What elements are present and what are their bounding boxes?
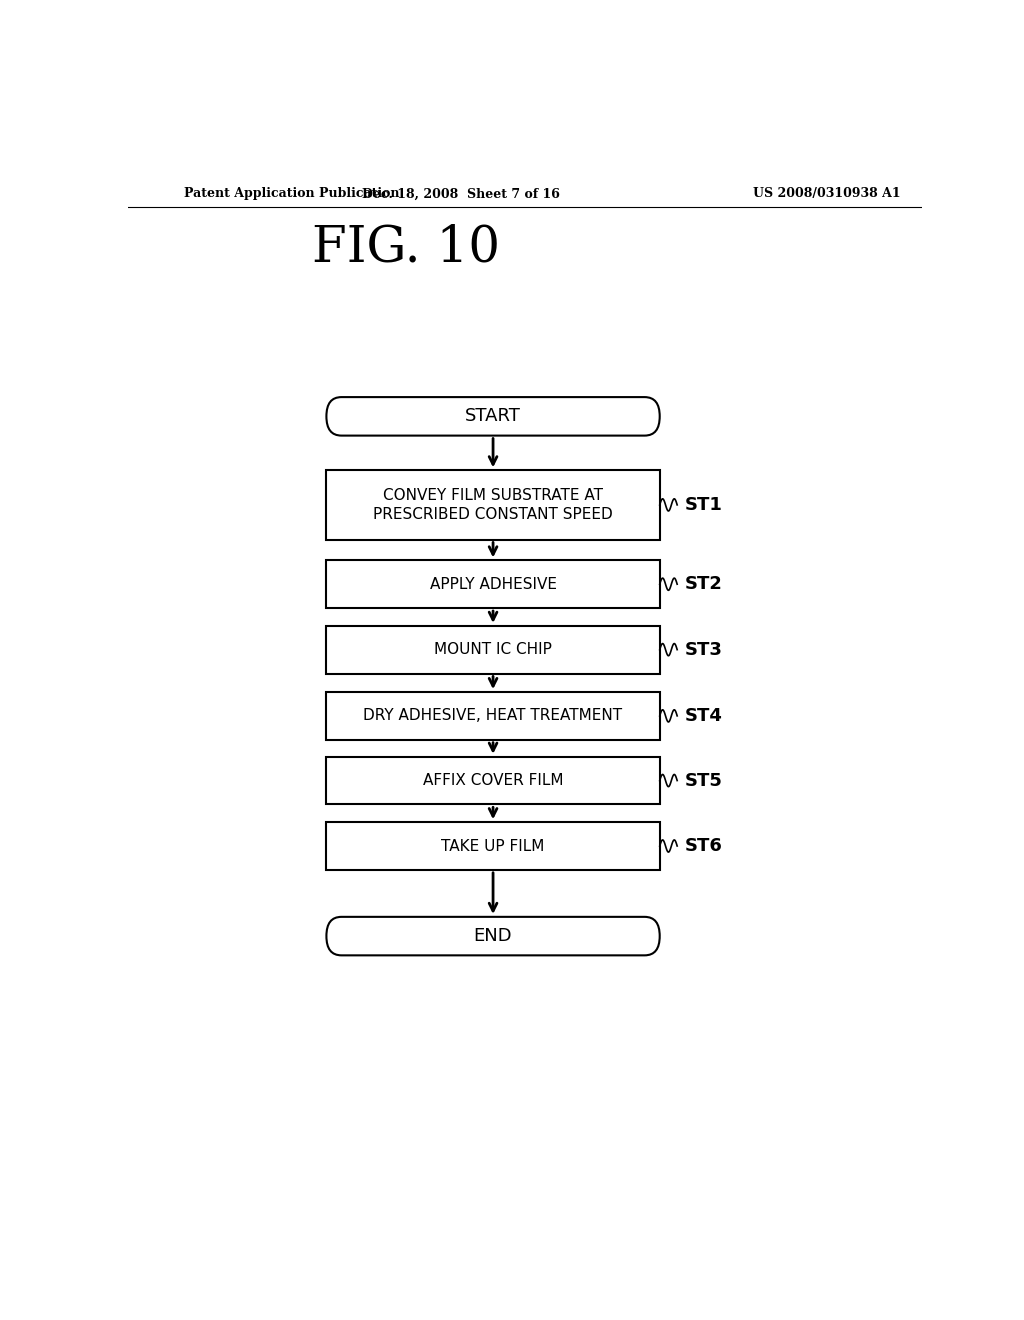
FancyBboxPatch shape — [327, 397, 659, 436]
Text: US 2008/0310938 A1: US 2008/0310938 A1 — [753, 187, 900, 201]
FancyBboxPatch shape — [327, 560, 659, 609]
Text: APPLY ADHESIVE: APPLY ADHESIVE — [429, 577, 557, 591]
Text: CONVEY FILM SUBSTRATE AT
PRESCRIBED CONSTANT SPEED: CONVEY FILM SUBSTRATE AT PRESCRIBED CONS… — [373, 488, 613, 521]
Text: ST6: ST6 — [685, 837, 723, 855]
Text: TAKE UP FILM: TAKE UP FILM — [441, 838, 545, 854]
Text: ST1: ST1 — [685, 496, 723, 513]
Text: ST3: ST3 — [685, 640, 723, 659]
FancyBboxPatch shape — [327, 756, 659, 804]
Text: Patent Application Publication: Patent Application Publication — [183, 187, 399, 201]
FancyBboxPatch shape — [327, 692, 659, 739]
Text: ST5: ST5 — [685, 772, 723, 789]
Text: MOUNT IC CHIP: MOUNT IC CHIP — [434, 642, 552, 657]
Text: Dec. 18, 2008  Sheet 7 of 16: Dec. 18, 2008 Sheet 7 of 16 — [362, 187, 560, 201]
Text: START: START — [465, 408, 521, 425]
Text: ST4: ST4 — [685, 708, 723, 725]
Text: AFFIX COVER FILM: AFFIX COVER FILM — [423, 774, 563, 788]
Text: FIG. 10: FIG. 10 — [311, 223, 500, 272]
Text: ST2: ST2 — [685, 576, 723, 593]
FancyBboxPatch shape — [327, 626, 659, 673]
Text: DRY ADHESIVE, HEAT TREATMENT: DRY ADHESIVE, HEAT TREATMENT — [364, 709, 623, 723]
FancyBboxPatch shape — [327, 470, 659, 540]
FancyBboxPatch shape — [327, 822, 659, 870]
FancyBboxPatch shape — [327, 917, 659, 956]
Text: END: END — [474, 927, 512, 945]
